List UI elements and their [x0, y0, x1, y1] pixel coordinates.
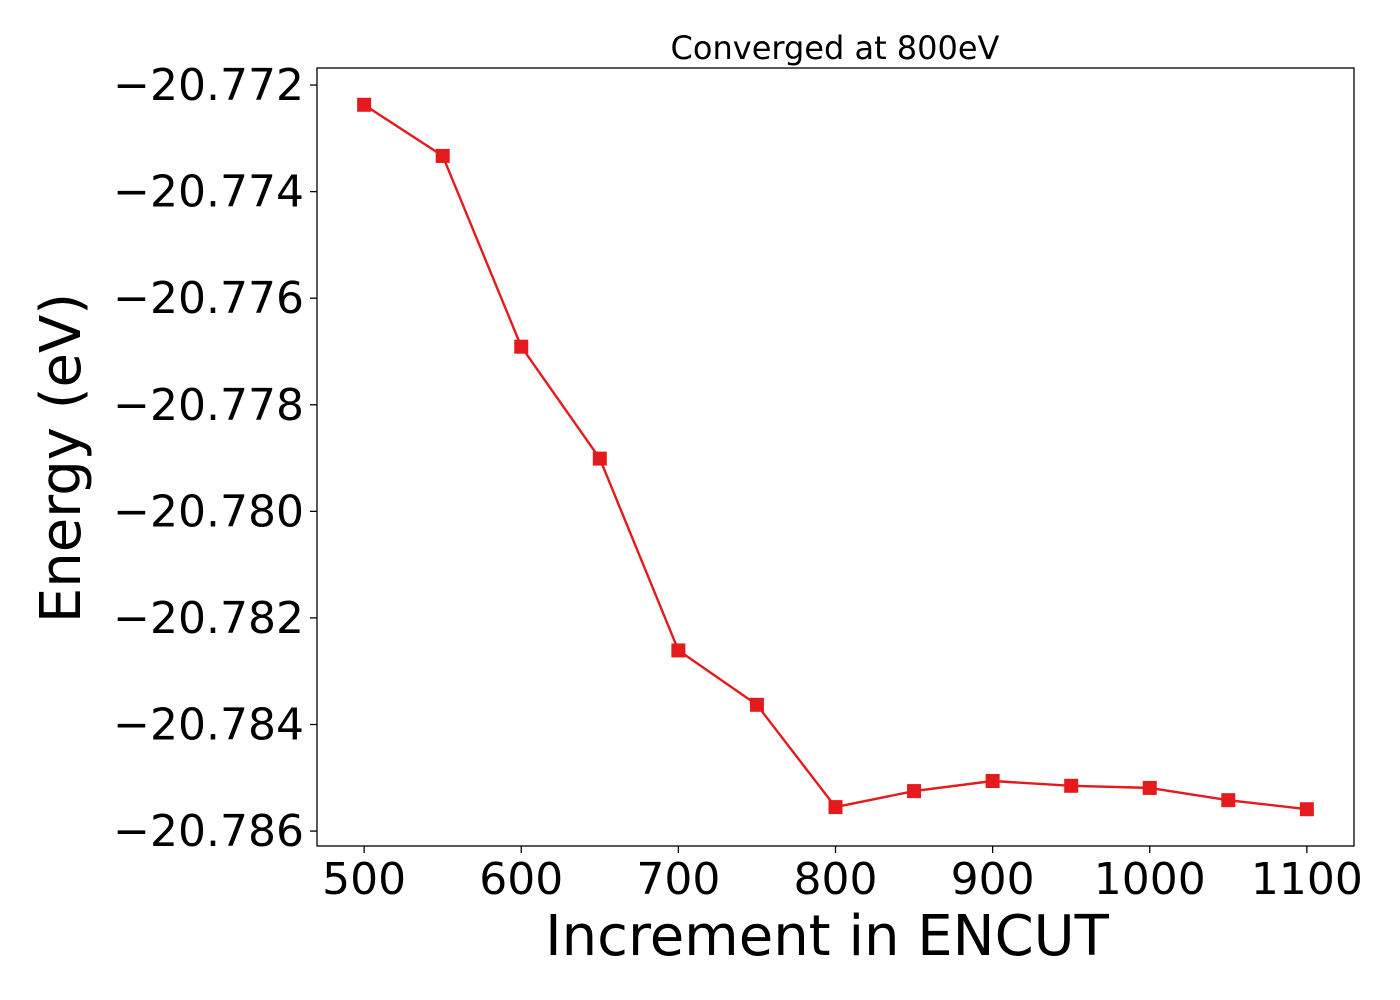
- data-point-marker: [435, 148, 450, 163]
- data-point-marker: [671, 643, 686, 658]
- data-point-marker: [1142, 780, 1157, 795]
- y-tick-label: −20.774: [113, 167, 304, 218]
- x-axis-label: Increment in ENCUT: [545, 904, 1110, 969]
- data-point-marker: [592, 451, 607, 466]
- data-point-marker: [357, 97, 372, 112]
- y-tick-label: −20.786: [113, 806, 304, 857]
- y-tick-label: −20.784: [113, 700, 304, 751]
- y-axis-label: Energy (eV): [29, 293, 94, 623]
- data-point-marker: [749, 697, 764, 712]
- y-tick-label: −20.780: [113, 486, 304, 537]
- chart-title: Converged at 800eV: [671, 29, 1000, 67]
- data-point-marker: [1221, 793, 1236, 808]
- x-axis-ticks: 500 600 700 800 900 1000 1100: [322, 846, 1363, 905]
- series-line: [363, 103, 1308, 811]
- x-tick-label: 800: [794, 854, 878, 905]
- plot-frame: [316, 67, 1355, 847]
- y-tick-label: −20.778: [113, 380, 304, 431]
- y-tick-label: −20.782: [113, 593, 304, 644]
- series-markers: [357, 97, 1314, 817]
- x-tick-label: 600: [479, 854, 563, 905]
- data-point-marker: [828, 800, 843, 815]
- y-tick-label: −20.772: [113, 60, 304, 111]
- x-tick-label: 700: [636, 854, 720, 905]
- data-point-marker: [1064, 778, 1079, 793]
- data-point-marker: [514, 339, 529, 354]
- y-tick-label: −20.776: [113, 273, 304, 324]
- data-point-marker: [985, 773, 1000, 788]
- x-tick-label: 500: [322, 854, 406, 905]
- x-tick-label: 1100: [1251, 854, 1363, 905]
- y-axis-ticks: −20.772 −20.774 −20.776 −20.778 −20.780 −20.7…: [113, 60, 317, 857]
- x-tick-label: 1000: [1094, 854, 1206, 905]
- data-point-marker: [907, 784, 922, 799]
- data-point-marker: [1299, 802, 1314, 817]
- x-tick-label: 900: [951, 854, 1035, 905]
